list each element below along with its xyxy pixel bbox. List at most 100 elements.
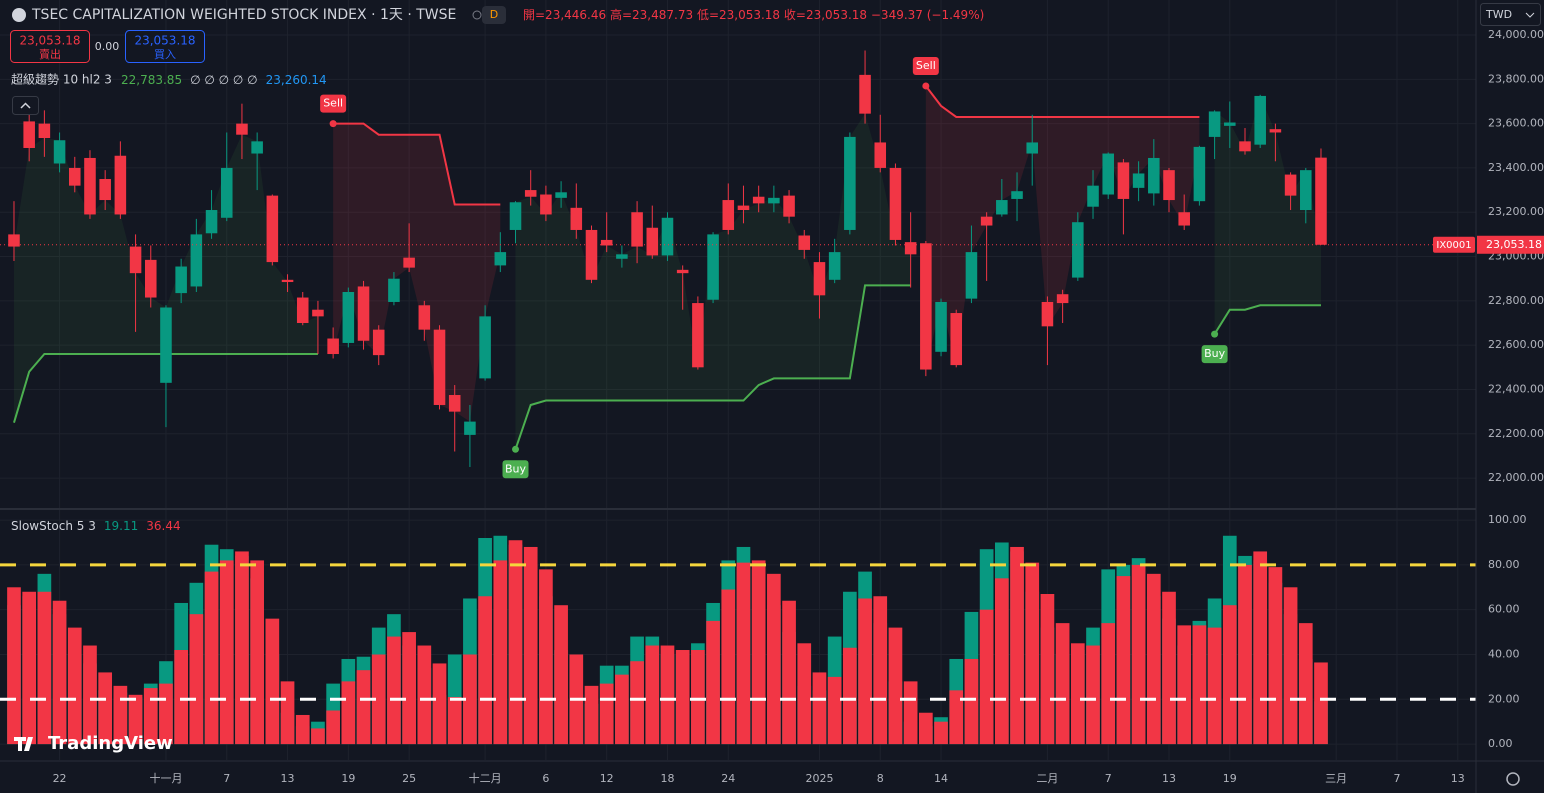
y-tick-label: 22,000.00 — [1488, 471, 1544, 484]
stoch-bar — [827, 676, 842, 745]
candle-body — [1041, 301, 1054, 327]
stoch-bar — [341, 681, 356, 745]
candle-body — [768, 197, 780, 204]
x-tick-label: 二月 — [1036, 772, 1058, 785]
stoch-bar — [539, 569, 553, 745]
stoch-bar — [1238, 564, 1252, 745]
candle-body — [342, 291, 355, 343]
trend-fill — [1214, 95, 1321, 335]
candle-body — [783, 195, 795, 217]
stoch-bar — [235, 551, 249, 745]
stoch-bar — [432, 663, 447, 745]
stoch-bar — [1253, 551, 1268, 745]
stoch-bar — [326, 710, 340, 745]
candle-body — [752, 196, 765, 204]
y-tick-label: 100.00 — [1488, 513, 1527, 526]
stoch-bar — [706, 620, 720, 745]
stoch-bar — [1314, 662, 1328, 745]
symbol-tag-text: IX0001 — [1436, 240, 1471, 251]
candle-body — [114, 155, 127, 215]
candle-body — [220, 167, 233, 218]
stoch-bar — [843, 647, 857, 745]
stoch-bar — [1131, 564, 1146, 745]
stoch-title: SlowStoch 5 3 — [11, 519, 96, 533]
stoch-bar — [903, 681, 918, 745]
candle-body — [965, 252, 978, 299]
stoch-bar — [1025, 562, 1040, 745]
stoch-bar — [1268, 567, 1283, 745]
candle-body — [1315, 157, 1327, 245]
candle-body — [403, 257, 415, 268]
candle-body — [1011, 191, 1023, 199]
supertrend-line — [514, 284, 911, 450]
currency-selector[interactable] — [1480, 3, 1541, 26]
candle-body — [418, 305, 431, 330]
y-tick-label: 80.00 — [1488, 558, 1520, 571]
stoch-bar — [371, 654, 386, 745]
stoch-bar — [691, 650, 705, 745]
y-tick-label: 22,800.00 — [1488, 294, 1544, 307]
x-tick-label: 十一月 — [149, 771, 182, 785]
candle-body — [388, 278, 400, 302]
stoch-bar — [949, 690, 964, 745]
buy-price: 23,053.18 — [134, 34, 195, 48]
candle-body — [646, 227, 659, 256]
stoch-bar — [52, 600, 67, 745]
y-tick-label: 23,800.00 — [1488, 72, 1544, 85]
ohlc-open: 開=23,446.46 — [523, 8, 606, 22]
x-tick-label: 7 — [1393, 772, 1400, 785]
x-tick-label: 19 — [1223, 772, 1237, 785]
candle-body — [935, 301, 947, 352]
x-tick-label: 7 — [1105, 772, 1112, 785]
price-tag — [1477, 235, 1544, 254]
stoch-bar — [83, 645, 97, 745]
buy-button[interactable] — [125, 30, 205, 63]
stoch-bar — [174, 650, 188, 745]
candle-body — [357, 286, 370, 341]
collapse-button[interactable] — [12, 96, 39, 115]
candle-body — [1254, 95, 1266, 145]
sell-price: 23,053.18 — [19, 34, 80, 48]
candle-body — [737, 205, 750, 211]
ohlc-close: 收=23,053.18 — [784, 8, 867, 22]
candle-body — [570, 207, 583, 230]
candle-body — [1208, 111, 1221, 137]
stoch-bar — [1283, 587, 1298, 745]
candle-body — [494, 252, 507, 266]
trend-fill — [925, 85, 1200, 370]
candle-body — [327, 338, 339, 355]
stoch-bar — [463, 654, 477, 745]
candle-body — [8, 234, 20, 247]
x-tick-label: 13 — [1162, 772, 1176, 785]
sell-button[interactable] — [10, 30, 90, 63]
ohlc: 開=23,446.46 高=23,487.73 低=23,053.18 收=23… — [523, 7, 984, 22]
stoch-bar — [645, 645, 660, 745]
candle-body — [904, 242, 917, 255]
interval-badge[interactable] — [482, 6, 506, 24]
candle-body — [1087, 185, 1099, 207]
currency-caret — [1525, 12, 1535, 18]
candle-body — [692, 303, 704, 368]
candle-body — [707, 234, 719, 300]
y-tick-label: 22,400.00 — [1488, 382, 1544, 395]
candle-body — [129, 246, 142, 274]
y-tick-label: 22,600.00 — [1488, 338, 1544, 351]
spread: 0.00 — [95, 40, 120, 53]
candle-body — [99, 179, 111, 201]
badge-dot — [472, 10, 482, 20]
signal-label: Sell — [916, 59, 936, 72]
ohlc-high: 高=23,487.73 — [610, 7, 693, 22]
x-tick-label: 25 — [402, 772, 416, 785]
supertrend-line — [333, 122, 501, 206]
sell-label: 賣出 — [39, 47, 61, 61]
y-tick-label: 20.00 — [1488, 692, 1520, 705]
signal-dot — [1211, 330, 1219, 338]
stoch-bar — [812, 672, 827, 745]
stoch-bar — [797, 643, 812, 745]
stoch-bar — [356, 670, 371, 745]
x-tick-label: 24 — [721, 772, 735, 785]
settings-button[interactable] — [1506, 772, 1520, 786]
stoch-bar — [1055, 623, 1070, 745]
stoch-bar — [1116, 576, 1131, 745]
candle-body — [1269, 129, 1282, 133]
